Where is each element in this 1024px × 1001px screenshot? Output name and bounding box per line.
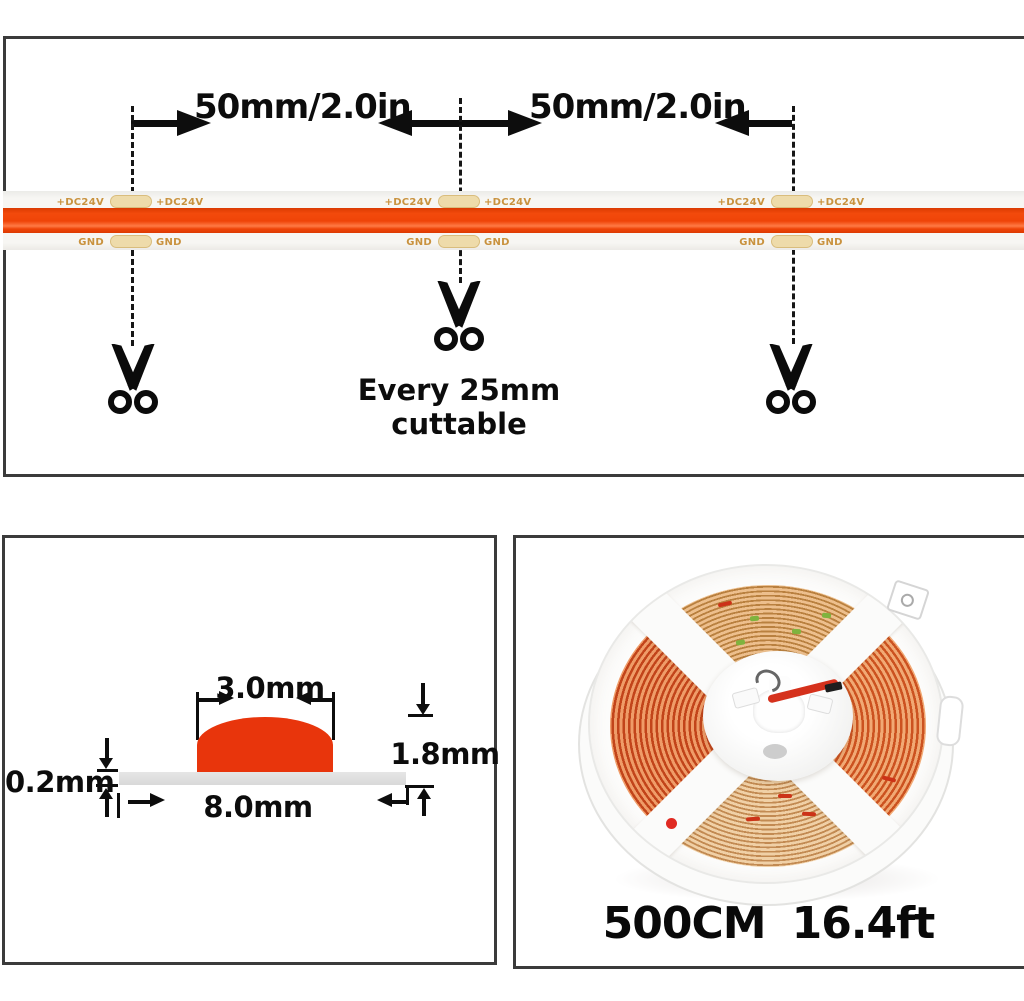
right-arrowhead-icon xyxy=(508,110,542,136)
scissors-icon xyxy=(434,281,484,351)
pad-label-ground: GND xyxy=(406,237,432,248)
dimension-arrow-shaft xyxy=(745,120,792,127)
strip-width-label: 8.0mm xyxy=(203,790,313,824)
dimension-label-left: 50mm/2.0in xyxy=(194,87,412,127)
pcb-bar xyxy=(119,772,406,785)
strip-fleck xyxy=(801,811,817,817)
length-cm: 500CM xyxy=(602,898,767,949)
dim-line xyxy=(197,698,219,702)
hub-oval-hole xyxy=(763,744,787,759)
dim-line xyxy=(392,800,407,804)
strip-fleck xyxy=(821,612,832,619)
dim-line xyxy=(332,692,335,740)
cuttable-diagram-panel: 50mm/2.0in 50mm/2.0in +DC24V +DC24V GND … xyxy=(3,36,1024,477)
pad-label-ground: GND xyxy=(78,237,104,248)
strip-fleck xyxy=(749,615,760,622)
pcb-thickness-label: 0.2mm xyxy=(5,765,115,799)
up-arrowhead-icon xyxy=(99,788,113,799)
pad-label-positive: +DC24V xyxy=(817,197,865,208)
solder-pad-positive xyxy=(438,195,480,208)
solder-pad-ground xyxy=(771,235,813,248)
solder-pad-positive xyxy=(771,195,813,208)
pad-label-ground: GND xyxy=(817,237,843,248)
pad-label-ground: GND xyxy=(156,237,182,248)
pad-label-positive: +DC24V xyxy=(484,197,532,208)
up-arrowhead-icon xyxy=(417,788,431,799)
left-arrowhead-icon xyxy=(378,110,412,136)
pad-label-positive: +DC24V xyxy=(56,197,104,208)
left-arrowhead-icon xyxy=(296,691,311,705)
strip-end-dot xyxy=(666,818,677,829)
right-arrowhead-icon xyxy=(177,110,211,136)
led-strip xyxy=(3,191,1024,250)
pad-label-ground: GND xyxy=(484,237,510,248)
dim-tick xyxy=(117,793,120,818)
reel-length-label: 500CM 16.4ft xyxy=(516,898,1021,949)
led-dome xyxy=(197,717,333,772)
strip-end-bump xyxy=(935,694,965,748)
dim-line xyxy=(128,800,150,804)
cuttable-note: Every 25mm cuttable xyxy=(357,373,561,441)
left-arrowhead-icon xyxy=(377,793,392,807)
scissors-icon xyxy=(766,344,816,414)
strip-height-label: 1.8mm xyxy=(390,737,500,771)
left-arrowhead-icon xyxy=(715,110,749,136)
reel-panel: 500CM 16.4ft xyxy=(513,535,1024,969)
pad-label-positive: +DC24V xyxy=(156,197,204,208)
scissors-icon xyxy=(108,344,158,414)
cut-line xyxy=(459,98,462,283)
cross-section-panel: 3.0mm 1.8mm 0.2mm 8.0mm xyxy=(2,535,500,965)
dim-tick xyxy=(406,788,409,805)
dim-tick xyxy=(408,714,433,717)
dimension-label-right: 50mm/2.0in xyxy=(529,87,747,127)
down-arrowhead-icon xyxy=(99,758,113,769)
dim-line xyxy=(105,738,109,758)
dim-line xyxy=(421,683,425,704)
led-strip-light-band xyxy=(3,208,1024,233)
pad-label-positive: +DC24V xyxy=(717,197,765,208)
dim-line xyxy=(422,799,426,816)
dim-line xyxy=(105,799,109,817)
solder-pad-ground xyxy=(438,235,480,248)
dim-line xyxy=(311,698,332,702)
pad-label-ground: GND xyxy=(739,237,765,248)
dim-tick xyxy=(97,769,118,772)
dim-tick xyxy=(405,785,434,788)
tab-hole xyxy=(899,592,916,609)
solder-pad-ground xyxy=(110,235,152,248)
down-arrowhead-icon xyxy=(416,704,430,715)
dim-tick xyxy=(96,784,118,787)
solder-pad-positive xyxy=(110,195,152,208)
right-arrowhead-icon xyxy=(219,691,234,705)
length-ft: 16.4ft xyxy=(791,898,936,949)
strip-fleck xyxy=(791,628,802,635)
pad-label-positive: +DC24V xyxy=(384,197,432,208)
right-arrowhead-icon xyxy=(150,793,165,807)
dimension-arrow-shaft xyxy=(131,120,177,127)
strip-fleck xyxy=(778,794,792,798)
dim-line xyxy=(196,692,199,740)
led-strip-reel xyxy=(588,564,944,884)
